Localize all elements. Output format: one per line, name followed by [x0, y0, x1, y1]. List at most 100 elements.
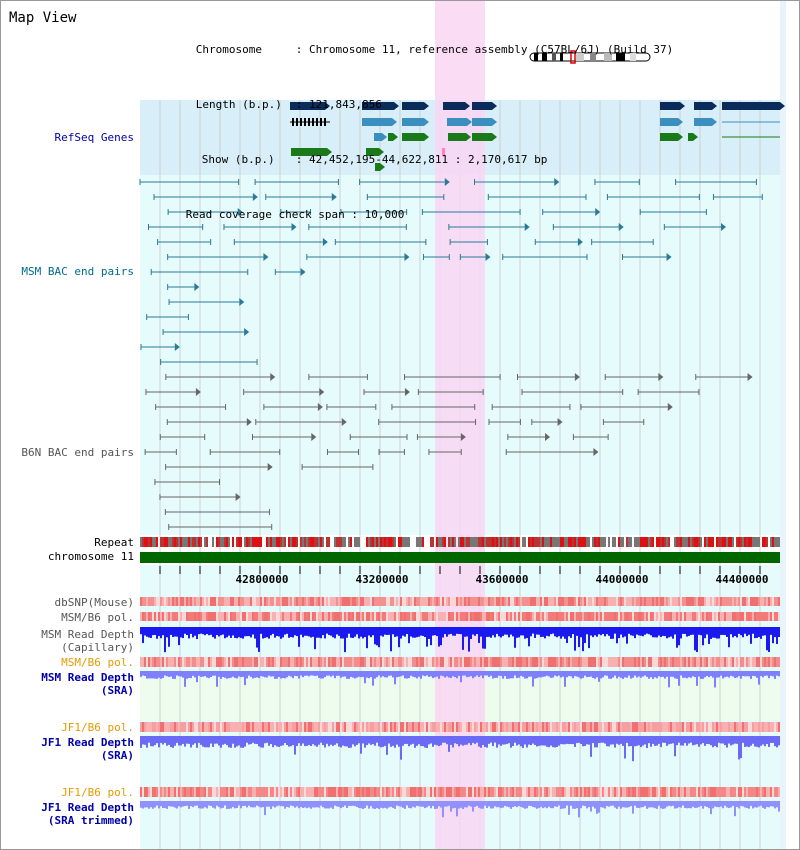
heat-cell [208, 722, 210, 732]
depth-bar [224, 801, 226, 806]
track-label-jf1-depth-sra[interactable]: JF1 Read Depth [41, 736, 134, 749]
depth-bar [424, 801, 426, 809]
heat-cell [188, 657, 190, 667]
repeat-element [662, 537, 664, 547]
heat-cell [764, 787, 766, 797]
depth-bar [770, 801, 772, 807]
heat-cell [252, 657, 254, 667]
heat-cell [592, 787, 594, 797]
depth-bar [626, 801, 628, 808]
depth-bar [494, 671, 496, 678]
depth-bar [482, 627, 484, 649]
heat-cell [384, 657, 386, 667]
repeat-element [192, 537, 194, 547]
track-label-jf1-depth-trim[interactable]: JF1 Read Depth [41, 801, 134, 814]
heat-cell [650, 597, 652, 606]
heat-cell [252, 612, 254, 621]
track-label-chromosome[interactable]: chromosome 11 [47, 550, 134, 563]
heat-cell [756, 612, 758, 621]
depth-bar [560, 736, 562, 745]
depth-bar [536, 627, 538, 635]
depth-bar [758, 801, 760, 807]
heat-cell [548, 787, 550, 797]
depth-bar [650, 627, 652, 636]
depth-bar [484, 801, 486, 806]
track-label-jf1-b6-pol-2[interactable]: JF1/B6 pol. [61, 786, 134, 799]
repeat-element [710, 537, 712, 547]
heat-cell [448, 657, 450, 667]
depth-bar [722, 736, 724, 744]
depth-bar [248, 671, 250, 676]
track-label-msm-b6-pol-1[interactable]: MSM/B6 pol. [61, 611, 134, 624]
heat-cell [480, 787, 482, 797]
depth-bar [218, 736, 220, 746]
repeat-element [358, 537, 360, 547]
heat-cell [268, 787, 270, 797]
heat-cell [526, 657, 528, 667]
heat-cell [430, 657, 432, 667]
track-label-refseq[interactable]: RefSeq Genes [54, 131, 134, 144]
repeat-element [530, 537, 532, 547]
repeat-element [160, 537, 162, 547]
heat-cell [752, 787, 754, 797]
depth-bar [566, 671, 568, 678]
heat-cell [656, 657, 658, 667]
depth-bar [308, 671, 310, 677]
depth-bar [754, 627, 756, 639]
heat-cell [734, 722, 736, 732]
depth-bar [216, 671, 218, 687]
heat-cell [570, 722, 572, 732]
depth-bar [752, 736, 754, 744]
depth-bar [250, 736, 252, 745]
repeat-element [682, 537, 684, 547]
heat-cell [634, 612, 636, 621]
heat-cell [238, 612, 240, 621]
heat-cell [414, 722, 416, 732]
depth-bar [294, 671, 296, 676]
heat-cell [612, 612, 614, 621]
track-label-dbsnp[interactable]: dbSNP(Mouse) [54, 596, 134, 609]
depth-bar [356, 627, 358, 635]
heat-cell [314, 612, 316, 621]
heat-cell [686, 657, 688, 667]
repeat-element [384, 537, 386, 547]
heat-cell [612, 597, 614, 606]
depth-bar [466, 671, 468, 678]
depth-bar [182, 736, 184, 744]
heat-cell [610, 657, 612, 667]
depth-bar [704, 801, 706, 807]
track-label-jf1-b6-pol-1[interactable]: JF1/B6 pol. [61, 721, 134, 734]
heat-cell [360, 597, 362, 606]
depth-bar [244, 671, 246, 686]
depth-bar [636, 671, 638, 678]
heat-cell [290, 787, 292, 797]
depth-bar [682, 627, 684, 634]
heat-cell [262, 722, 264, 732]
track-label-repeat[interactable]: Repeat [94, 536, 134, 549]
track-label-msm-depth-sra[interactable]: MSM Read Depth [41, 671, 134, 684]
heat-cell [198, 612, 200, 621]
depth-bar [740, 736, 742, 759]
depth-bar [212, 736, 214, 747]
heat-cell [356, 597, 358, 606]
depth-bar [640, 801, 642, 808]
heat-cell [754, 597, 756, 606]
depth-bar [254, 736, 256, 744]
track-label-msm-depth-cap[interactable]: MSM Read Depth [41, 628, 134, 641]
heat-cell [774, 787, 776, 797]
heat-cell [380, 787, 382, 797]
heat-cell [454, 787, 456, 797]
heat-cell [326, 657, 328, 667]
track-label-msm-b6-pol-2[interactable]: MSM/B6 pol. [61, 656, 134, 669]
depth-bar [446, 801, 448, 807]
depth-bar [734, 736, 736, 744]
depth-bar [666, 671, 668, 677]
track-label-b6n-bac[interactable]: B6N BAC end pairs [21, 446, 134, 459]
depth-bar [608, 671, 610, 679]
depth-bar [626, 627, 628, 644]
depth-bar [478, 736, 480, 747]
track-label-msm-bac[interactable]: MSM BAC end pairs [21, 265, 134, 278]
depth-bar [620, 671, 622, 678]
